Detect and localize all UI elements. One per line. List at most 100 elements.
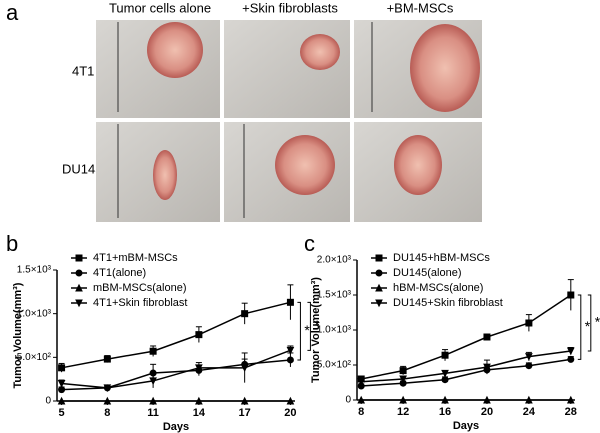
series-line	[361, 294, 572, 380]
marker	[483, 395, 491, 404]
marker	[375, 254, 383, 262]
marker	[75, 254, 83, 262]
marker	[566, 347, 575, 356]
x-tick-label: 5	[59, 407, 65, 419]
marker	[399, 395, 407, 404]
marker	[286, 298, 294, 306]
marker	[286, 396, 295, 405]
column-header: Tumor cells alone	[109, 0, 211, 15]
marker	[525, 319, 533, 327]
panel-label: a	[6, 0, 19, 25]
x-tick-label: 12	[397, 406, 409, 418]
marker	[103, 396, 112, 405]
tumor	[300, 34, 340, 70]
marker	[525, 362, 533, 370]
marker	[75, 283, 83, 292]
marker	[241, 310, 249, 318]
x-tick-label: 8	[104, 407, 110, 419]
x-axis-label: Days	[453, 420, 479, 432]
series-line	[361, 358, 571, 387]
tumor	[394, 135, 442, 195]
marker	[357, 395, 366, 404]
photo	[224, 20, 350, 118]
marker	[240, 396, 249, 405]
x-tick-label: 16	[439, 406, 451, 418]
significance: *	[304, 322, 310, 338]
marker	[149, 347, 157, 355]
y-axis-label: Tumor Volume(mm³)	[310, 277, 322, 383]
bracket	[297, 301, 301, 361]
significance: *	[585, 318, 591, 334]
column-header: +BM-MSCs	[387, 0, 454, 15]
legend-label: DU145+hBM-MSCs	[393, 252, 490, 264]
legend-label: DU145(alone)	[393, 267, 461, 279]
marker	[375, 283, 383, 292]
marker	[567, 291, 575, 299]
marker	[399, 375, 407, 384]
marker	[103, 384, 112, 393]
panel-label: c	[304, 231, 315, 256]
marker	[195, 331, 203, 339]
x-axis-label: Days	[163, 421, 189, 433]
marker	[375, 269, 383, 277]
x-tick-label: 24	[523, 406, 536, 418]
tumor	[153, 150, 177, 200]
legend-label: 4T1+Skin fibroblast	[93, 297, 187, 309]
legend-label: hBM-MSCs(alone)	[393, 282, 483, 294]
series-line	[61, 359, 291, 391]
series-line	[61, 301, 291, 369]
row-label: 4T1	[72, 63, 94, 78]
marker	[441, 369, 449, 378]
x-tick-label: 20	[284, 407, 296, 419]
marker	[286, 346, 295, 355]
marker	[399, 367, 407, 375]
y-tick-label: 1.0×10³	[317, 325, 352, 336]
column-header: +Skin fibroblasts	[242, 0, 338, 15]
marker	[483, 363, 491, 372]
y-tick-label: 1.5×10³	[17, 265, 52, 276]
y-tick-label: 1.5×10³	[317, 290, 352, 301]
x-tick-label: 28	[565, 406, 577, 418]
y-tick-label: 2.0×10³	[317, 255, 352, 266]
y-tick-label: 5.0×10²	[17, 352, 52, 363]
tumor	[275, 135, 335, 195]
marker	[483, 333, 491, 341]
y-tick-label: 0	[45, 396, 51, 407]
y-tick-label: 5.0×10²	[317, 360, 352, 371]
marker	[149, 396, 157, 405]
marker	[57, 380, 66, 388]
y-axis-label: Tumor Volume(mm³)	[12, 282, 24, 388]
x-tick-label: 17	[239, 407, 251, 419]
x-tick-label: 20	[481, 406, 493, 418]
marker	[149, 377, 157, 386]
marker	[149, 369, 157, 377]
marker	[567, 355, 575, 363]
bracket	[307, 301, 311, 351]
row-label: DU145	[62, 161, 102, 176]
marker	[57, 396, 66, 405]
marker	[566, 395, 575, 404]
legend-label: 4T1(alone)	[93, 267, 146, 279]
legend-label: mBM-MSCs(alone)	[93, 282, 187, 294]
legend-label: 4T1+mBM-MSCs	[93, 252, 178, 264]
marker	[75, 269, 83, 277]
tumor	[147, 22, 203, 78]
bracket	[587, 294, 592, 352]
series-line	[61, 349, 291, 389]
marker	[58, 364, 66, 372]
marker	[103, 355, 111, 363]
significance: *	[314, 317, 320, 333]
marker	[195, 364, 203, 373]
marker	[525, 395, 533, 404]
panel-label: b	[6, 231, 18, 256]
marker	[286, 356, 294, 364]
legend-label: DU145+Skin fibroblast	[393, 297, 503, 309]
tumor	[410, 24, 480, 112]
y-tick-label: 1.0×10³	[17, 308, 52, 319]
marker	[441, 376, 449, 384]
marker	[240, 364, 249, 373]
marker	[75, 299, 83, 308]
marker	[195, 396, 203, 405]
marker	[441, 395, 449, 404]
